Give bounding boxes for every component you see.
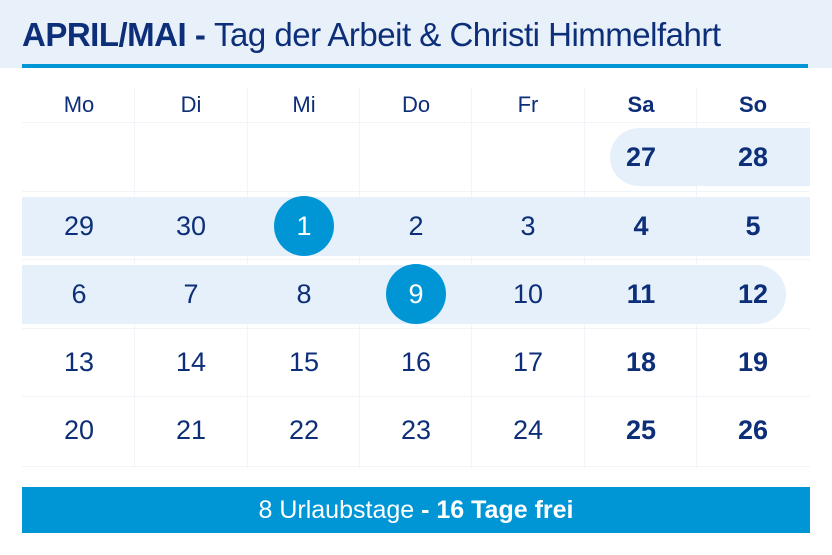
weekday-header: Sa — [627, 92, 655, 117]
grid-line — [22, 328, 810, 329]
calendar-day: 18 — [625, 347, 657, 377]
calendar-day: 19 — [737, 347, 769, 377]
calendar-day: 15 — [288, 347, 320, 377]
holiday-day: 9 — [408, 279, 424, 309]
free-days: 16 Tage frei — [436, 496, 574, 524]
calendar-day: 8 — [296, 279, 312, 309]
grid-line — [22, 122, 810, 123]
holiday-marker — [274, 196, 334, 256]
calendar-day: 13 — [63, 347, 95, 377]
calendar-day: 6 — [71, 279, 87, 309]
calendar-day: 22 — [288, 415, 320, 445]
free-period-band — [610, 128, 810, 186]
grid-line — [22, 466, 810, 467]
grid-line — [22, 191, 810, 192]
weekday-header: Di — [180, 92, 202, 117]
calendar-day: 28 — [737, 142, 769, 172]
calendar-day: 16 — [400, 347, 432, 377]
calendar-day: 4 — [633, 211, 649, 241]
calendar-day: 7 — [183, 279, 199, 309]
calendar-day: 26 — [737, 415, 769, 445]
page-title: APRIL/MAI - Tag der Arbeit & Christi Him… — [22, 16, 721, 54]
weekday-header: Fr — [517, 92, 539, 117]
calendar-day: 30 — [175, 211, 207, 241]
grid-line — [22, 396, 810, 397]
summary-bar: 8 Urlaubstage - 16 Tage frei — [22, 487, 810, 533]
weekday-header: Mo — [63, 92, 95, 117]
calendar-day: 23 — [400, 415, 432, 445]
calendar-day: 17 — [512, 347, 544, 377]
title-underline — [22, 64, 808, 68]
calendar-day: 21 — [175, 415, 207, 445]
weekday-header: So — [738, 92, 768, 117]
title-holidays: Tag der Arbeit & Christi Himmelfahrt — [214, 16, 721, 53]
holiday-marker — [386, 264, 446, 324]
calendar-day: 24 — [512, 415, 544, 445]
calendar-day: 3 — [520, 211, 536, 241]
calendar-day: 11 — [626, 279, 656, 309]
calendar-day: 20 — [63, 415, 95, 445]
weekday-header: Mi — [292, 92, 316, 117]
weekday-header: Do — [401, 92, 431, 117]
vacation-days: 8 Urlaubstage — [258, 496, 415, 524]
header: APRIL/MAI - Tag der Arbeit & Christi Him… — [0, 0, 832, 68]
calendar-day: 5 — [745, 211, 761, 241]
calendar-day: 12 — [737, 279, 769, 309]
calendar-day: 2 — [408, 211, 424, 241]
calendar-day: 27 — [625, 142, 657, 172]
calendar-day: 14 — [175, 347, 207, 377]
title-months: APRIL/MAI — [22, 16, 187, 53]
summary-separator: - — [414, 496, 437, 524]
free-period-band — [22, 197, 810, 256]
holiday-day: 1 — [296, 211, 312, 241]
title-separator: - — [186, 16, 214, 53]
calendar-day: 29 — [63, 211, 95, 241]
calendar-day: 10 — [512, 279, 544, 309]
grid-line — [22, 259, 810, 260]
calendar-day: 25 — [625, 415, 657, 445]
